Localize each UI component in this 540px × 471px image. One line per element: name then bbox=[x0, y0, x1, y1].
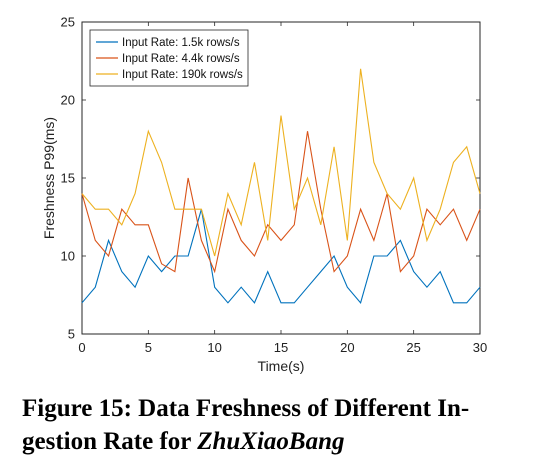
x-tick-label: 10 bbox=[207, 340, 221, 355]
x-tick-label: 15 bbox=[274, 340, 288, 355]
series-line-1 bbox=[81, 131, 481, 274]
legend-label-1: Input Rate: 4.4k rows/s bbox=[122, 53, 240, 65]
x-tick-label: 30 bbox=[473, 340, 487, 355]
x-tick-label: 25 bbox=[406, 340, 420, 355]
x-tick-label: 0 bbox=[78, 340, 85, 355]
y-axis-label: Freshness P99(ms) bbox=[41, 117, 57, 239]
legend-label-2: Input Rate: 190k rows/s bbox=[122, 69, 243, 81]
caption-emphasis: ZhuXiaoBang bbox=[197, 428, 345, 455]
legend-label-0: Input Rate: 1.5k rows/s bbox=[122, 37, 240, 49]
x-tick-label: 20 bbox=[340, 340, 354, 355]
caption-text: Figure 15: Data Freshness of Different I… bbox=[22, 395, 470, 455]
y-tick-label: 20 bbox=[61, 93, 75, 108]
y-tick-label: 10 bbox=[61, 249, 75, 264]
legend: Input Rate: 1.5k rows/s Input Rate: 4.4k… bbox=[89, 29, 249, 87]
series-line-2 bbox=[81, 68, 481, 257]
series-line-0 bbox=[81, 209, 481, 304]
y-tick-label: 15 bbox=[61, 171, 75, 186]
y-tick-label: 5 bbox=[68, 327, 75, 342]
figure-caption: Figure 15: Data Freshness of Different I… bbox=[22, 392, 522, 458]
series-lines bbox=[81, 68, 481, 304]
x-tick-label: 5 bbox=[145, 340, 152, 355]
x-axis-label: Time(s) bbox=[258, 358, 305, 374]
y-tick-label: 25 bbox=[61, 15, 75, 30]
